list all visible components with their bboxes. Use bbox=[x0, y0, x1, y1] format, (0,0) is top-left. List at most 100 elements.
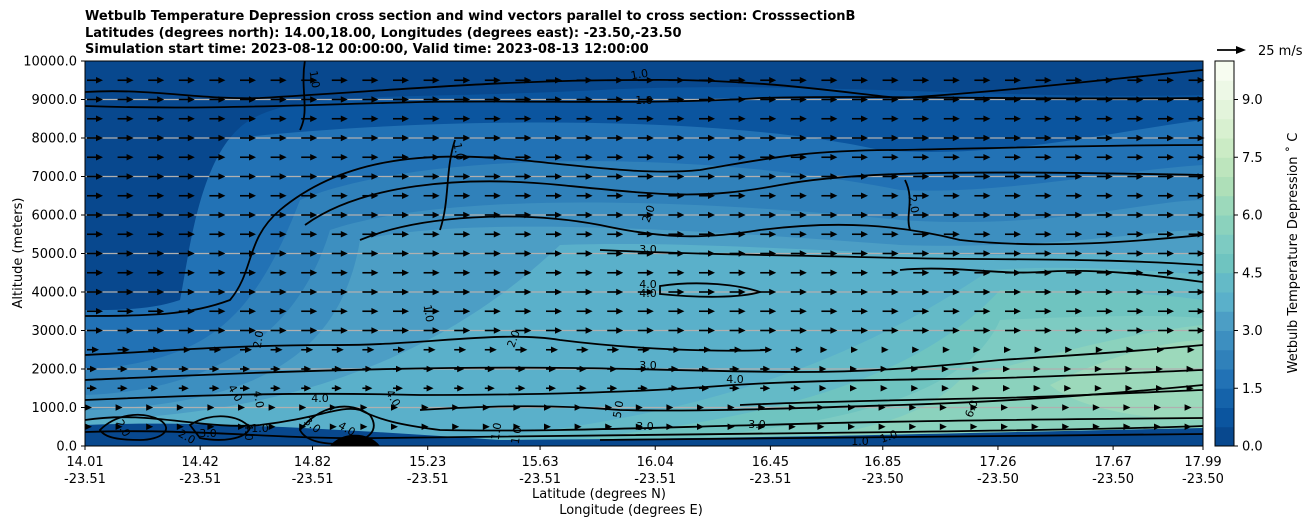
wind-arrowhead bbox=[1167, 134, 1174, 142]
wind-arrowhead bbox=[249, 250, 256, 257]
wind-arrowhead bbox=[922, 154, 930, 161]
wind-arrowhead bbox=[181, 385, 189, 392]
wind-arrowhead bbox=[513, 404, 521, 411]
wind-arrowhead bbox=[1197, 115, 1205, 122]
wind-arrowhead bbox=[1105, 269, 1113, 276]
wind-arrowhead bbox=[952, 327, 960, 334]
wind-arrowhead bbox=[1003, 385, 1010, 392]
wind-arrowhead bbox=[151, 365, 159, 373]
wind-arrowhead bbox=[861, 173, 868, 180]
wind-arrowhead bbox=[1075, 173, 1083, 180]
y-tick-label: 4000.0 bbox=[32, 286, 78, 301]
wind-arrowhead bbox=[157, 154, 165, 161]
wind-arrowhead bbox=[952, 250, 960, 257]
wind-arrowhead bbox=[820, 346, 828, 353]
wind-arrowhead bbox=[398, 346, 405, 353]
wind-arrowhead bbox=[310, 327, 318, 334]
wind-arrowhead bbox=[153, 346, 161, 353]
wind-arrowhead bbox=[463, 308, 471, 315]
wind-arrowhead bbox=[646, 308, 654, 315]
wind-arrowhead bbox=[120, 365, 128, 373]
wind-arrowhead bbox=[1105, 211, 1113, 219]
wind-arrowhead bbox=[96, 115, 103, 122]
wind-arrowhead bbox=[708, 231, 715, 238]
wind-arrowhead bbox=[848, 404, 855, 411]
x-tick-lat: 17.26 bbox=[979, 455, 1016, 470]
wind-arrowhead bbox=[769, 154, 777, 161]
wind-arrowhead bbox=[983, 231, 991, 238]
wind-arrowhead bbox=[1031, 404, 1039, 411]
contour-label: 1.0 bbox=[451, 142, 467, 161]
x-tick-lon: -23.51 bbox=[179, 472, 221, 487]
chart-title: Wetbulb Temperature Depression cross sec… bbox=[85, 9, 855, 59]
wind-arrowhead bbox=[708, 192, 715, 199]
wind-arrowhead bbox=[218, 211, 226, 219]
wind-arrowhead bbox=[830, 308, 838, 315]
wind-arrowhead bbox=[329, 404, 337, 411]
wind-arrowhead bbox=[1064, 385, 1072, 392]
wind-arrowhead bbox=[432, 269, 440, 276]
wind-arrowhead bbox=[218, 192, 226, 199]
wind-arrowhead bbox=[157, 269, 165, 276]
contour-label: 3.0 bbox=[639, 359, 657, 372]
x-axis-label-lat: Latitude (degrees N) bbox=[532, 487, 666, 502]
wind-arrowhead bbox=[310, 154, 318, 161]
wind-arrowhead bbox=[365, 365, 373, 373]
wind-arrowhead bbox=[799, 308, 807, 315]
wind-arrowhead bbox=[830, 192, 838, 199]
wind-arrowhead bbox=[1014, 308, 1021, 315]
wind-arrowhead bbox=[646, 154, 654, 161]
wind-arrowhead bbox=[769, 231, 777, 238]
contour-label: 3.0 bbox=[639, 243, 657, 256]
y-tick-label: 7000.0 bbox=[32, 170, 78, 185]
wind-arrowhead bbox=[146, 404, 154, 411]
wind-arrowhead bbox=[340, 327, 348, 334]
x-tick-lon: -23.51 bbox=[634, 472, 676, 487]
wind-arrowhead bbox=[187, 115, 195, 122]
wind-arrowhead bbox=[738, 192, 746, 199]
colorbar-tick-label: 0.0 bbox=[1242, 440, 1263, 455]
wind-arrowhead bbox=[983, 115, 991, 122]
wind-arrowhead bbox=[249, 288, 256, 296]
wind-arrowhead bbox=[524, 192, 532, 199]
wind-arrowhead bbox=[157, 231, 165, 238]
wind-arrowhead bbox=[732, 365, 740, 373]
wind-arrowhead bbox=[340, 250, 348, 257]
wind-arrowhead bbox=[493, 77, 501, 84]
contour-label: 4.0 bbox=[639, 287, 657, 300]
wind-arrowhead bbox=[249, 269, 256, 276]
wind-arrowhead bbox=[1184, 423, 1192, 430]
wind-arrowhead bbox=[310, 269, 318, 276]
wind-arrowhead bbox=[708, 250, 715, 257]
contour-vert-3 bbox=[904, 179, 911, 231]
wind-arrowhead bbox=[708, 173, 715, 180]
wind-arrowhead bbox=[799, 327, 807, 334]
colorbar-segment bbox=[1215, 253, 1234, 274]
wind-arrowhead bbox=[157, 308, 165, 315]
wind-arrowhead bbox=[115, 404, 123, 411]
wind-arrowhead bbox=[673, 346, 681, 353]
contour-label: 2.0 bbox=[251, 330, 267, 349]
wind-arrowhead bbox=[585, 115, 593, 122]
wind-arrowhead bbox=[793, 365, 801, 373]
wind-arrowhead bbox=[574, 404, 582, 411]
wind-arrowhead bbox=[1044, 96, 1052, 103]
wind-arrowhead bbox=[758, 423, 766, 430]
wind-arrowhead bbox=[795, 346, 803, 353]
x-tick-lat: 16.85 bbox=[864, 455, 901, 470]
wind-arrowhead bbox=[708, 96, 715, 103]
wind-arrowhead bbox=[1044, 154, 1052, 161]
wind-arrowhead bbox=[616, 96, 624, 103]
wind-arrowhead bbox=[96, 77, 103, 84]
wind-arrowhead bbox=[616, 192, 624, 199]
wind-arrowhead bbox=[371, 327, 379, 334]
wind-arrowhead bbox=[426, 385, 434, 392]
wind-arrowhead bbox=[463, 154, 471, 161]
wind-arrowhead bbox=[891, 96, 899, 103]
wind-arrowhead bbox=[610, 385, 618, 392]
wind-arrowhead bbox=[279, 115, 287, 122]
wind-arrowhead bbox=[677, 250, 685, 257]
wind-arrowhead bbox=[340, 269, 348, 276]
wind-arrowhead bbox=[585, 269, 593, 276]
wind-arrowhead bbox=[463, 231, 471, 238]
